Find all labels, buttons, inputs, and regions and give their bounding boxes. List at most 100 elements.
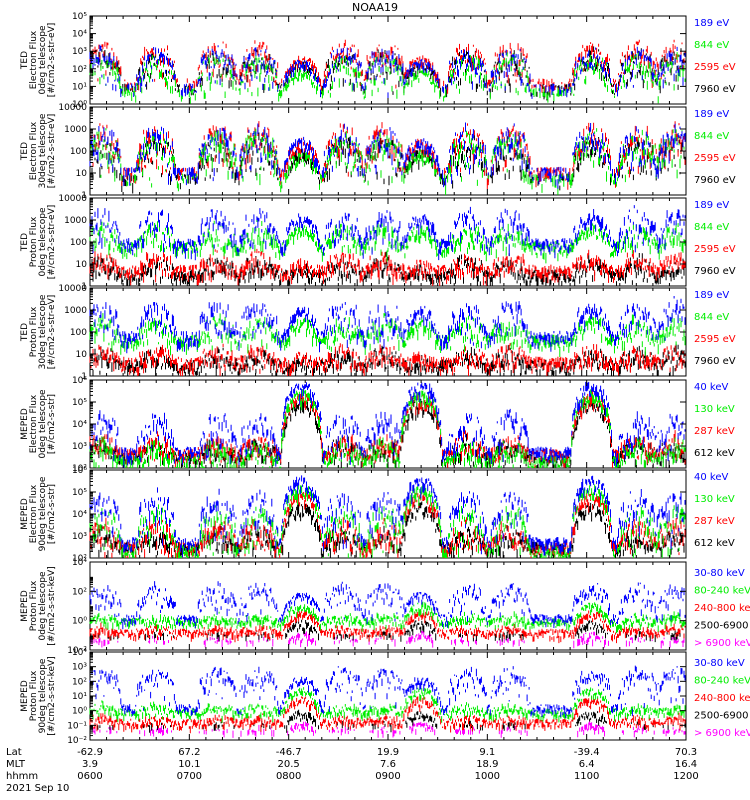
trace-189-ev — [89, 296, 686, 354]
time-tick-label: 20.5 — [278, 759, 300, 770]
trace-30-80-kev — [89, 581, 686, 630]
legend-entry: 189 eV — [694, 290, 729, 301]
y-tick-label: 1000 — [64, 306, 87, 316]
panel-6: 10² 10³ 10⁴ 10⁵ 10⁶ MEPEDElectron Flux90deg t… — [20, 466, 735, 564]
panel-1: 10⁰ 10¹ 10² 10³ 10⁴ 10⁵ TEDElectron Flux0deg t… — [20, 12, 736, 110]
legend-entry: 844 eV — [694, 131, 729, 142]
y-tick-label: 10³ — [72, 47, 87, 57]
y-tick-label: 10000 — [58, 103, 87, 113]
y-tick-label: 10⁴ — [72, 648, 87, 658]
legend-entry: 844 eV — [694, 222, 729, 233]
time-tick-label: 0600 — [77, 771, 102, 782]
y-axis-label-line: TED — [20, 323, 30, 342]
time-tick-label: -39.4 — [574, 747, 600, 758]
y-axis-label: MEPEDElectron Flux90deg telescope[#/cm2-… — [20, 476, 57, 551]
y-tick-label: 10⁰ — [72, 707, 87, 717]
time-tick-label: 18.9 — [476, 759, 498, 770]
y-tick-label: 10⁵ — [72, 398, 87, 408]
y-axis-label: MEPEDElectron Flux0deg telescope[#/cm2-s… — [20, 389, 57, 459]
y-axis-label-line: Electron Flux — [29, 30, 39, 89]
legend-entry: 7960 eV — [694, 266, 736, 277]
y-axis-label-line: [#/cm2-s-str-eV] — [47, 23, 57, 98]
y-axis-label-line: TED — [20, 233, 30, 252]
y-axis-label-line: 0deg telescope — [38, 25, 48, 95]
legend-entry: 189 eV — [694, 200, 729, 211]
time-tick-label: 0800 — [276, 771, 301, 782]
y-tick-label: 1 — [81, 282, 87, 292]
y-axis-label-line: [#/cm2-s-str] — [47, 484, 57, 544]
y-axis-label-line: 0deg telescope — [38, 389, 48, 459]
legend-entry: 612 keV — [694, 538, 735, 549]
y-tick-label: 10 — [76, 350, 88, 360]
y-tick-label: 10 — [76, 260, 88, 270]
y-axis-label: TEDElectron Flux30deg telescope[#/cm2-s-… — [20, 113, 57, 188]
time-tick-label: 1100 — [574, 771, 599, 782]
y-tick-label: 1000 — [64, 216, 87, 226]
y-tick-label: 10⁻¹ — [67, 721, 87, 731]
legend-entry: 30-80 keV — [694, 568, 745, 579]
legend-entry: 2595 eV — [694, 334, 736, 345]
axis-row-label: 2021 Sep 10 — [6, 783, 69, 794]
y-axis-label: MEPEDProton Flux0deg telescope[#/cm2-s-s… — [20, 566, 57, 645]
y-tick-label: 10⁵ — [72, 488, 87, 498]
legend-entry: 40 keV — [694, 382, 728, 393]
legend-entry: 80-240 keV — [694, 676, 750, 687]
legend-entry: > 6900 keV — [694, 638, 750, 649]
trace-2595-ev — [89, 248, 686, 286]
y-axis-label-line: 30deg telescope — [38, 294, 48, 369]
y-axis-label-line: [#/cm2-s-str-eV] — [47, 205, 57, 280]
axis-row-label: hhmm — [6, 771, 38, 782]
y-axis-label-line: 0deg telescope — [38, 571, 48, 641]
time-tick-label: 0900 — [375, 771, 400, 782]
y-tick-label: 10⁻² — [67, 736, 87, 746]
y-tick-label: 10² — [72, 464, 87, 474]
legend-entry: 240-800 keV — [694, 603, 750, 614]
y-tick-label: 10⁻² — [67, 646, 87, 656]
legend-entry: 80-240 keV — [694, 586, 750, 597]
y-axis-label-line: Proton Flux — [29, 306, 39, 357]
time-tick-label: 1200 — [673, 771, 698, 782]
time-tick-label: 67.2 — [178, 747, 200, 758]
y-axis-label: TEDProton Flux30deg telescope[#/cm2-s-st… — [20, 294, 57, 369]
y-axis-label-line: Electron Flux — [29, 484, 39, 543]
y-tick-label: 10⁴ — [72, 30, 87, 40]
y-tick-label: 10¹ — [72, 82, 87, 92]
y-axis-label-line: 90deg telescope — [38, 658, 48, 733]
legend-entry: 40 keV — [694, 472, 728, 483]
legend-entry: 7960 eV — [694, 84, 736, 95]
y-tick-label: 10⁴ — [72, 558, 87, 568]
y-tick-label: 100 — [70, 328, 87, 338]
time-tick-label: 9.1 — [479, 747, 495, 758]
y-tick-label: 10⁴ — [72, 510, 87, 520]
y-tick-label: 100 — [70, 147, 87, 157]
legend-entry: 189 eV — [694, 109, 729, 120]
trace-2595-ev — [89, 343, 686, 376]
y-tick-label: 10⁰ — [72, 617, 87, 627]
legend-entry: 2500-6900 — [694, 711, 749, 722]
legend-entry: 7960 eV — [694, 356, 736, 367]
y-axis-label-line: [#/cm2-s-str-eV] — [47, 295, 57, 370]
y-axis-label-line: MEPED — [20, 498, 30, 530]
y-tick-label: 10³ — [72, 442, 87, 452]
y-axis-label-line: MEPED — [20, 590, 30, 622]
y-tick-label: 10000 — [58, 194, 87, 204]
y-axis-label: TEDElectron Flux0deg telescope[#/cm2-s-s… — [20, 23, 57, 98]
y-axis-label-line: Electron Flux — [29, 394, 39, 453]
time-tick-label: 10.1 — [178, 759, 200, 770]
y-tick-label: 10³ — [72, 663, 87, 673]
y-tick-label: 10000 — [58, 284, 87, 294]
y-axis-label: TEDProton Flux0deg telescope[#/cm2-s-str… — [20, 205, 57, 280]
y-tick-label: 10¹ — [72, 692, 87, 702]
legend-entry: 130 keV — [694, 404, 735, 415]
legend-entry: 612 keV — [694, 448, 735, 459]
y-axis-label-line: MEPED — [20, 408, 30, 440]
y-tick-label: 10⁰ — [72, 100, 87, 110]
panel-5: 10² 10³ 10⁴ 10⁵ 10⁶ MEPEDElectron Flux0deg te… — [20, 376, 735, 474]
